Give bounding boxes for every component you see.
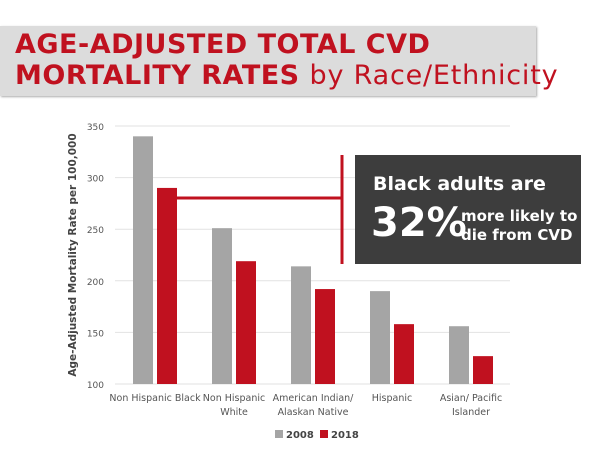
x-tick-label: Islander xyxy=(452,407,490,418)
callout-text: more likely to die from CVD xyxy=(461,207,577,245)
bar-2008 xyxy=(291,266,311,384)
x-tick-label: Asian/ Pacific xyxy=(440,393,502,404)
y-tick-label: 350 xyxy=(87,123,104,133)
title-line-2: MORTALITY RATES by Race/Ethnicity xyxy=(15,61,558,91)
y-tick-label: 300 xyxy=(87,175,104,185)
callout-line-2a: more likely to xyxy=(461,207,578,225)
y-tick-label: 100 xyxy=(87,381,104,391)
y-axis-label: Age-Adjusted Mortality Rate per 100,000 xyxy=(67,133,79,376)
x-tick-label: American Indian/ xyxy=(273,393,355,404)
callout-line-2b: die from CVD xyxy=(461,226,573,244)
bar-2018 xyxy=(315,289,335,384)
x-tick-label: Hispanic xyxy=(372,393,412,404)
callout-percent: 32% xyxy=(371,200,467,246)
y-tick-label: 250 xyxy=(87,226,104,236)
bar-2018 xyxy=(473,356,493,384)
x-tick-label: Alaskan Native xyxy=(278,407,349,418)
legend-label-2018: 2018 xyxy=(331,430,359,441)
x-tick-label: Non Hispanic Black xyxy=(109,393,201,404)
title-line-1: AGE-ADJUSTED TOTAL CVD xyxy=(15,29,431,60)
x-tick-label: White xyxy=(220,407,248,418)
x-tick-label: Non Hispanic xyxy=(203,393,265,404)
title-banner xyxy=(0,26,536,96)
bar-2018 xyxy=(236,261,256,384)
bar-2018 xyxy=(157,187,177,384)
legend-swatch-2018 xyxy=(320,430,328,438)
bar-2008 xyxy=(449,326,469,384)
bar-2008 xyxy=(370,291,390,384)
bar-2008 xyxy=(133,136,153,384)
callout-box: Black adults are 32% more likely to die f… xyxy=(355,155,581,264)
legend-swatch-2008 xyxy=(275,430,283,438)
legend-label-2008: 2008 xyxy=(286,430,314,441)
callout-line-1: Black adults are xyxy=(373,173,546,195)
bar-2008 xyxy=(212,228,232,384)
y-tick-label: 150 xyxy=(87,329,104,339)
title-bold: MORTALITY RATES xyxy=(15,60,300,91)
title-subtitle: by Race/Ethnicity xyxy=(309,60,559,91)
bar-2018 xyxy=(394,324,414,384)
y-tick-label: 200 xyxy=(87,278,104,288)
